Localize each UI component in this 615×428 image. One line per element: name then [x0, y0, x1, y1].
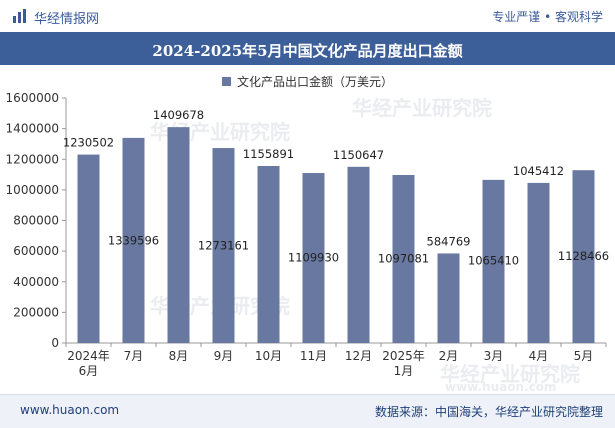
legend-swatch	[221, 77, 231, 86]
data-label: 1273161	[198, 238, 249, 252]
x-tick-label: 4月	[529, 349, 549, 363]
bar	[572, 170, 595, 343]
bar	[302, 173, 325, 343]
bar-chart: 0 200000 400000 600000 800000 1000000 1200000 1…	[6, 91, 610, 378]
title-bar: 2024-2025年5月中国文化产品月度出口金额	[0, 32, 615, 65]
bar	[437, 253, 460, 343]
y-tick-label: 1200000	[6, 152, 59, 166]
y-tick-label: 400000	[13, 275, 59, 289]
data-label: 1045412	[513, 164, 564, 178]
y-tick-label: 1400000	[6, 122, 59, 136]
bar	[347, 166, 370, 343]
x-tick-label: 11月	[300, 349, 327, 363]
bar	[167, 127, 190, 343]
bar	[77, 154, 100, 343]
x-tick-label: 2024年 6月	[67, 349, 110, 378]
tagline: 专业严谨 • 客观科学	[492, 10, 603, 24]
data-label: 1097081	[378, 251, 429, 265]
y-tick-label: 600000	[13, 244, 59, 258]
footer-source: 数据来源：中国海关，华经产业研究院整理	[374, 405, 603, 419]
data-label: 1230502	[63, 136, 114, 150]
bar-chart-logo-icon	[13, 9, 26, 23]
x-tick-label: 2月	[439, 349, 459, 363]
y-tick-label: 200000	[13, 305, 59, 319]
x-tick-label: 9月	[214, 349, 234, 363]
data-label: 1109930	[288, 250, 339, 264]
data-label: 1065410	[468, 254, 519, 268]
footer-bar: www.huaon.com 数据来源：中国海关，华经产业研究院整理	[0, 394, 615, 428]
data-label: 1155891	[243, 147, 294, 161]
y-tick-label: 1000000	[6, 183, 59, 197]
footer-url[interactable]: www.huaon.com	[20, 403, 120, 417]
x-tick-label: 3月	[484, 349, 504, 363]
bar	[257, 166, 280, 343]
bar	[212, 148, 235, 343]
data-label: 1409678	[153, 108, 204, 122]
chart-title: 2024-2025年5月中国文化产品月度出口金额	[152, 42, 463, 60]
y-tick-label: 1600000	[6, 91, 59, 105]
bar	[392, 175, 415, 343]
x-tick-label: 10月	[255, 349, 282, 363]
data-label: 1150647	[333, 148, 384, 162]
x-tick-label: 8月	[169, 349, 189, 363]
bar	[482, 179, 505, 343]
bar	[527, 182, 550, 343]
x-tick-label: 12月	[345, 349, 372, 363]
y-tick-label: 800000	[13, 214, 59, 228]
data-label: 584769	[427, 234, 471, 248]
x-tick-label: 5月	[574, 349, 594, 363]
data-label: 1128466	[558, 249, 609, 263]
chart-legend: 文化产品出口金额（万美元）	[0, 73, 615, 90]
data-label: 1339596	[108, 234, 159, 248]
legend-label: 文化产品出口金额（万美元）	[236, 75, 393, 89]
bar	[122, 137, 145, 343]
x-tick-label: 7月	[124, 349, 144, 363]
brand-name: 华经情报网	[34, 12, 100, 27]
x-tick-label: 2025年 1月	[382, 349, 425, 378]
y-tick-label: 0	[51, 336, 59, 350]
